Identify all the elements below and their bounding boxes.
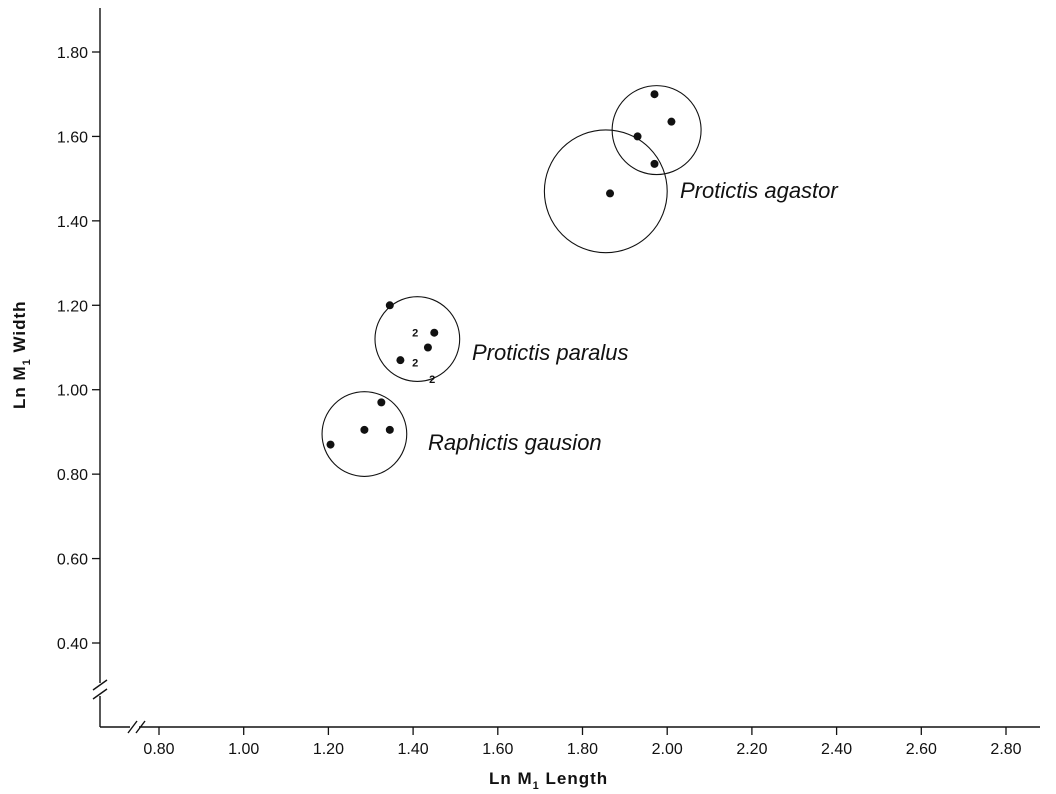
y-axis-break-mark-upper bbox=[92, 679, 108, 691]
y-tick-label: 0.60 bbox=[57, 552, 88, 569]
data-point-protictis-agastor bbox=[650, 159, 659, 168]
point-count-label: 2 bbox=[412, 357, 418, 369]
x-axis-break-mark-left bbox=[127, 720, 138, 734]
y-tick-label: 1.40 bbox=[57, 214, 88, 231]
x-axis-title: Ln M1 Length bbox=[489, 769, 608, 792]
data-point-protictis-paralus bbox=[423, 343, 432, 352]
data-point-protictis-paralus bbox=[385, 301, 394, 310]
data-point-protictis-paralus bbox=[430, 328, 439, 337]
data-point-raphictis-gausion bbox=[385, 425, 394, 434]
y-tick-label: 1.80 bbox=[57, 45, 88, 62]
point-counts: 222 bbox=[412, 328, 435, 386]
data-point-protictis-agastor bbox=[633, 132, 642, 141]
y-tick-label: 1.00 bbox=[57, 383, 88, 400]
x-tick-label: 0.80 bbox=[143, 741, 174, 758]
data-point-protictis-agastor bbox=[667, 117, 676, 126]
group-outline-protictis-paralus bbox=[374, 296, 461, 382]
data-points bbox=[326, 90, 676, 449]
y-axis-break-mark-lower bbox=[92, 688, 108, 700]
y-tick-label: 0.80 bbox=[57, 467, 88, 484]
group-outline-raphictis-gausion bbox=[321, 391, 408, 477]
x-tick-label: 1.80 bbox=[567, 741, 598, 758]
point-count-label: 2 bbox=[412, 328, 418, 340]
x-tick-label: 2.80 bbox=[990, 741, 1021, 758]
point-count-label: 2 bbox=[429, 374, 435, 386]
data-point-raphictis-gausion bbox=[377, 398, 386, 407]
x-tick-label: 2.00 bbox=[652, 741, 683, 758]
data-point-raphictis-gausion bbox=[360, 425, 369, 434]
x-tick-label: 1.40 bbox=[398, 741, 429, 758]
x-tick-label: 1.00 bbox=[228, 741, 259, 758]
x-axis-ticks: 0.80 1.00 1.20 1.40 1.60 1.80 2.00 2.20 2.40 2.60… bbox=[143, 727, 1022, 758]
data-point-protictis-agastor bbox=[606, 189, 615, 198]
x-tick-label: 1.20 bbox=[313, 741, 344, 758]
group-outlines bbox=[321, 85, 702, 477]
series-label-raphictis-gausion: Raphictis gausion bbox=[428, 430, 602, 455]
series-label-protictis-agastor: Protictis agastor bbox=[680, 178, 839, 203]
y-tick-label: 1.60 bbox=[57, 129, 88, 146]
x-tick-label: 2.20 bbox=[736, 741, 767, 758]
data-point-raphictis-gausion bbox=[326, 440, 335, 449]
series-label-protictis-paralus: Protictis paralus bbox=[472, 340, 629, 365]
group-outline-protictis-agastor bbox=[543, 129, 668, 254]
x-tick-label: 2.40 bbox=[821, 741, 852, 758]
y-axis-ticks: 0.40 0.60 0.80 1.00 1.20 1.40 1.60 1.80 bbox=[57, 45, 100, 653]
data-point-protictis-paralus bbox=[396, 356, 405, 365]
y-tick-label: 0.40 bbox=[57, 636, 88, 653]
y-tick-label: 1.20 bbox=[57, 298, 88, 315]
y-axis-title: Ln M1 Width bbox=[10, 300, 33, 409]
x-tick-label: 2.60 bbox=[906, 741, 937, 758]
data-point-protictis-agastor bbox=[650, 90, 659, 99]
x-tick-label: 1.60 bbox=[482, 741, 513, 758]
